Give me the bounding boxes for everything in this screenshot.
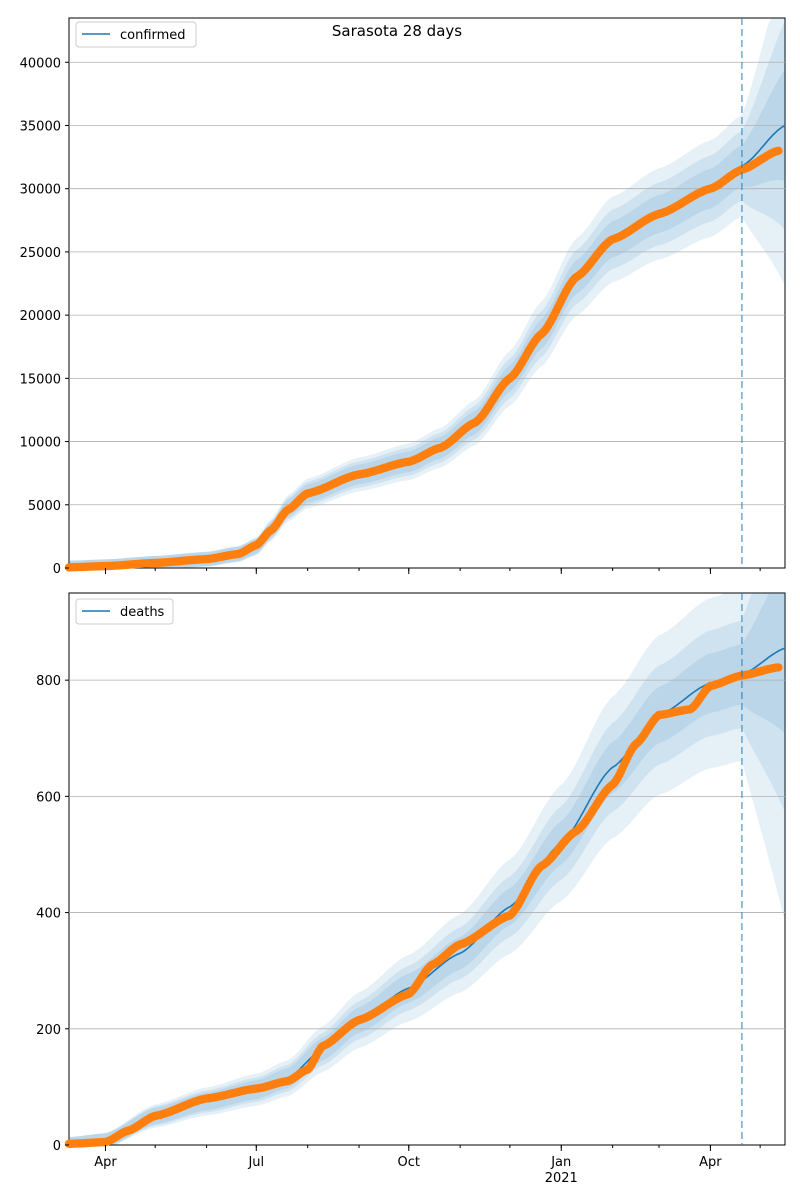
y-tick-label: 30000 xyxy=(20,183,61,198)
y-tick-label: 5000 xyxy=(28,499,61,514)
deaths-legend: deaths xyxy=(75,598,174,625)
y-tick-label: 0 xyxy=(53,1139,61,1154)
confirmed-x-axis xyxy=(104,568,761,574)
y-tick-label: 20000 xyxy=(20,309,61,324)
y-tick-label: 25000 xyxy=(20,246,61,261)
confirmed-observed-points xyxy=(64,146,783,572)
y-tick-label: 10000 xyxy=(20,436,61,451)
x-tick-label: Jul xyxy=(247,1155,264,1170)
confirmed-legend: confirmed xyxy=(75,21,197,48)
x-tick-label: Apr xyxy=(699,1155,722,1170)
y-tick-label: 600 xyxy=(36,790,61,805)
y-tick-label: 35000 xyxy=(20,119,61,134)
uncertainty-band xyxy=(69,20,785,568)
deaths-y-axis: 0 200 400 600 800 xyxy=(36,674,69,1154)
x-tick-label: Jan xyxy=(550,1155,571,1170)
uncertainty-band xyxy=(69,593,785,1145)
y-tick-label: 200 xyxy=(36,1023,61,1038)
confirmed-panel: 0 5000 10000 15000 20000 25000 30000 35000 40000… xyxy=(20,17,786,577)
confirmed-legend-box xyxy=(75,21,197,48)
deaths-uncertainty-bands xyxy=(69,593,785,1145)
y-tick-label: 0 xyxy=(53,562,61,577)
y-tick-label: 400 xyxy=(36,907,61,922)
confirmed-y-axis: 0 5000 10000 15000 20000 25000 30000 35000 40000 xyxy=(20,56,69,577)
x-tick-year-label: 2021 xyxy=(545,1171,578,1186)
deaths-observed-points xyxy=(64,663,783,1149)
confirmed-legend-label: confirmed xyxy=(120,28,186,43)
observed-point xyxy=(774,663,783,672)
deaths-gridlines xyxy=(69,679,785,1030)
uncertainty-band xyxy=(69,593,785,1145)
x-tick-label: Apr xyxy=(94,1155,117,1170)
y-tick-label: 15000 xyxy=(20,372,61,387)
observed-point xyxy=(774,146,783,155)
confirmed-axes-frame xyxy=(68,17,786,569)
chart-title: Sarasota 28 days xyxy=(332,22,462,40)
deaths-legend-box xyxy=(75,598,174,625)
x-tick-label: Oct xyxy=(398,1155,420,1170)
confirmed-gridlines xyxy=(69,61,785,506)
y-tick-label: 40000 xyxy=(20,56,61,71)
deaths-legend-label: deaths xyxy=(120,605,165,620)
y-tick-label: 800 xyxy=(36,674,61,689)
deaths-axes-frame xyxy=(68,592,786,1146)
